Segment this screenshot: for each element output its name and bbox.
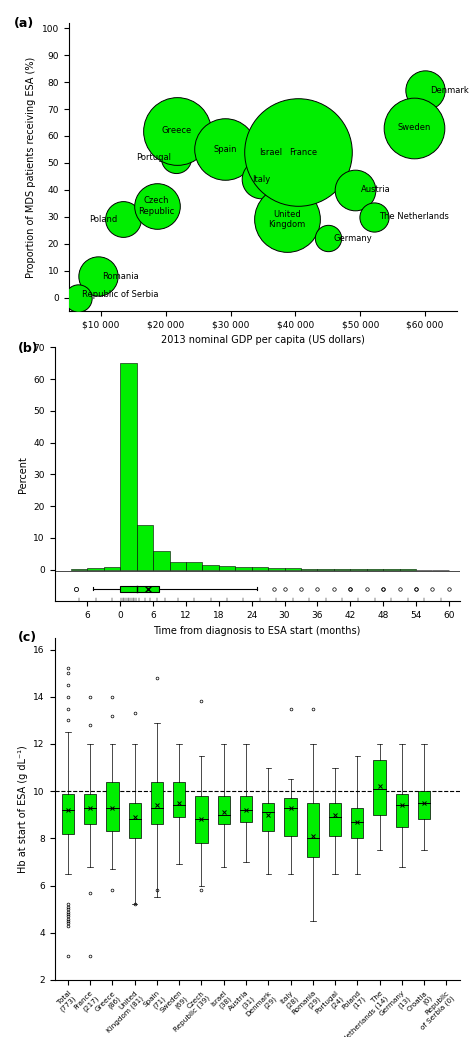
Bar — [329, 803, 341, 836]
Text: Sweden: Sweden — [397, 123, 430, 133]
Text: Greece: Greece — [162, 127, 192, 135]
Text: (c): (c) — [18, 630, 37, 644]
Bar — [307, 803, 319, 858]
Point — [267, 144, 274, 161]
Bar — [262, 803, 274, 832]
X-axis label: Time from diagnosis to ESA start (months): Time from diagnosis to ESA start (months… — [154, 625, 361, 636]
Point — [221, 141, 229, 158]
Y-axis label: Percent: Percent — [18, 456, 28, 493]
Text: (a): (a) — [14, 17, 35, 30]
Bar — [202, 565, 219, 569]
Text: Czech
Republic: Czech Republic — [138, 196, 175, 216]
Text: United
Kingdom: United Kingdom — [268, 209, 306, 229]
Point — [173, 122, 181, 139]
Bar — [219, 566, 235, 569]
Point — [153, 198, 161, 215]
Point — [119, 212, 127, 228]
Bar — [62, 793, 74, 834]
Text: Portugal: Portugal — [136, 153, 171, 162]
Point — [283, 212, 291, 228]
Bar — [351, 808, 364, 838]
Text: (b): (b) — [18, 342, 39, 356]
Bar — [120, 363, 137, 569]
Point — [257, 171, 265, 188]
Point — [371, 208, 378, 225]
Point — [94, 268, 101, 284]
Bar — [252, 567, 268, 569]
Bar — [235, 567, 252, 569]
Bar — [104, 567, 120, 569]
Bar — [87, 568, 104, 569]
Text: France: France — [289, 147, 317, 157]
Text: Spain: Spain — [214, 145, 237, 153]
Bar — [268, 568, 284, 569]
Y-axis label: Hb at start of ESA (g dL⁻¹): Hb at start of ESA (g dL⁻¹) — [18, 745, 28, 873]
Bar — [218, 795, 230, 824]
Bar — [120, 586, 159, 592]
Bar — [173, 782, 185, 817]
Bar — [170, 562, 186, 569]
Bar — [284, 568, 301, 569]
Point — [410, 119, 418, 136]
Bar — [106, 782, 118, 832]
Text: Israel: Israel — [259, 147, 282, 157]
Bar — [128, 803, 141, 838]
Point — [352, 181, 359, 198]
Text: Italy: Italy — [252, 174, 270, 184]
X-axis label: 2013 nominal GDP per capita (US dollars): 2013 nominal GDP per capita (US dollars) — [161, 335, 365, 345]
Text: Republic of Serbia: Republic of Serbia — [82, 290, 158, 300]
Bar — [84, 793, 96, 824]
Text: Poland: Poland — [89, 215, 118, 224]
Text: Germany: Germany — [334, 234, 373, 243]
Text: Romania: Romania — [102, 272, 139, 281]
Point — [74, 289, 82, 306]
Bar — [240, 795, 252, 822]
Bar — [374, 760, 386, 815]
Bar — [151, 782, 163, 824]
Text: Austria: Austria — [361, 186, 390, 194]
Text: Denmark: Denmark — [430, 86, 468, 94]
Point — [421, 82, 428, 99]
Y-axis label: Proportion of MDS patients receiving ESA (%): Proportion of MDS patients receiving ESA… — [26, 56, 36, 278]
Bar — [186, 562, 202, 569]
Bar — [396, 793, 408, 826]
Bar — [153, 551, 170, 569]
Point — [294, 144, 301, 161]
Bar — [284, 798, 297, 836]
Text: The Netherlands: The Netherlands — [380, 213, 449, 221]
Point — [172, 149, 180, 166]
Bar — [418, 791, 430, 819]
Bar — [195, 795, 208, 843]
Bar — [137, 525, 153, 569]
Point — [325, 230, 332, 247]
